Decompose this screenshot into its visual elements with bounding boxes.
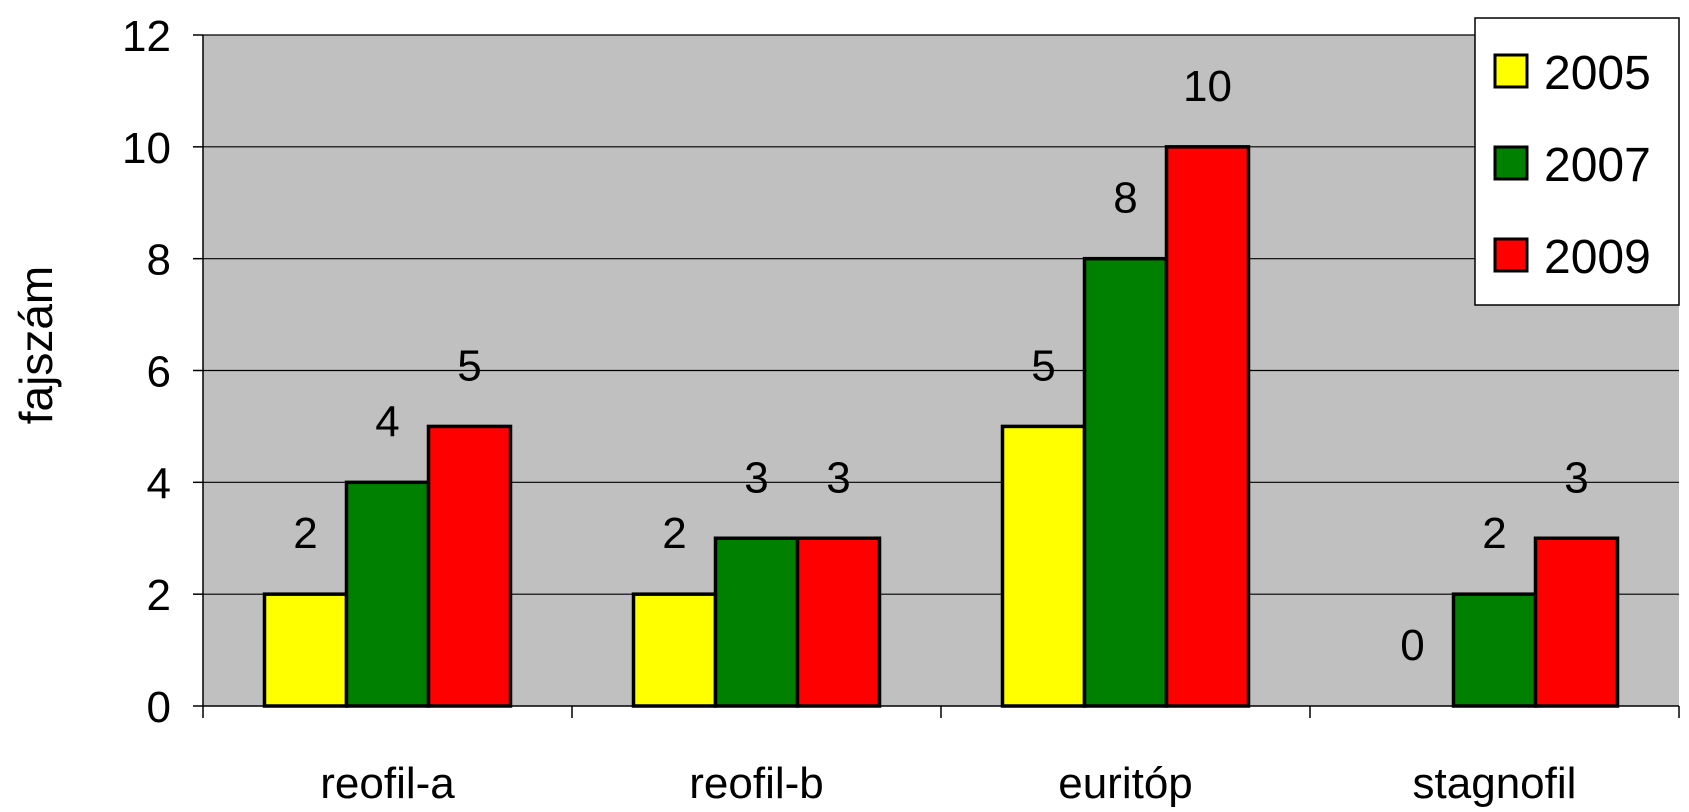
y-tick-label: 4 <box>147 459 171 508</box>
legend-swatch <box>1493 145 1529 181</box>
axes: 0 2 4 6 8 10 12 reofil-a reofil-b euritóp stagnofi… <box>122 12 1680 808</box>
legend-label: 2005 <box>1544 47 1651 100</box>
data-label: 0 <box>1400 621 1424 670</box>
bar-2009-reofil-a <box>426 424 513 708</box>
y-tick-label: 8 <box>147 236 171 285</box>
x-category-label: euritóp <box>1058 759 1193 808</box>
y-tick-label: 12 <box>122 12 171 61</box>
x-category-label: stagnofil <box>1413 759 1577 808</box>
bar-2007-reofil-b <box>713 536 800 708</box>
data-labels: 2 4 5 2 3 3 5 8 10 0 2 3 <box>293 62 1588 670</box>
data-label: 2 <box>293 509 317 558</box>
bars <box>262 145 1620 708</box>
data-label: 3 <box>744 453 768 502</box>
data-label: 3 <box>1564 453 1588 502</box>
bar-2005-euritóp <box>1000 424 1087 708</box>
bar-2005-reofil-a <box>262 592 349 708</box>
data-label: 4 <box>375 397 399 446</box>
y-tick-label: 10 <box>122 124 171 173</box>
legend: 2005 2007 2009 <box>1474 17 1680 306</box>
data-label: 3 <box>826 453 850 502</box>
data-label: 2 <box>1482 509 1506 558</box>
y-tick-label: 2 <box>147 571 171 620</box>
bar-2009-euritóp <box>1164 145 1251 708</box>
y-tick-label: 6 <box>147 348 171 397</box>
bar-2007-euritóp <box>1082 256 1169 708</box>
bar-2009-reofil-b <box>795 536 882 708</box>
data-label: 10 <box>1183 62 1232 111</box>
y-axis-label: fajszám <box>10 266 62 424</box>
bar-2007-stagnofil <box>1451 592 1538 708</box>
bar-2007-reofil-a <box>344 480 431 708</box>
legend-label: 2009 <box>1544 231 1651 284</box>
data-label: 8 <box>1113 174 1137 223</box>
bar-2005-reofil-b <box>631 592 718 708</box>
legend-swatch <box>1493 237 1529 273</box>
y-tick-label: 0 <box>147 683 171 732</box>
data-label: 2 <box>662 509 686 558</box>
data-label: 5 <box>1031 341 1055 390</box>
legend-label: 2007 <box>1544 139 1651 192</box>
x-category-label: reofil-a <box>320 759 455 808</box>
data-label: 5 <box>457 341 481 390</box>
legend-swatch <box>1493 53 1529 89</box>
x-category-label: reofil-b <box>689 759 824 808</box>
bar-2009-stagnofil <box>1533 536 1620 708</box>
